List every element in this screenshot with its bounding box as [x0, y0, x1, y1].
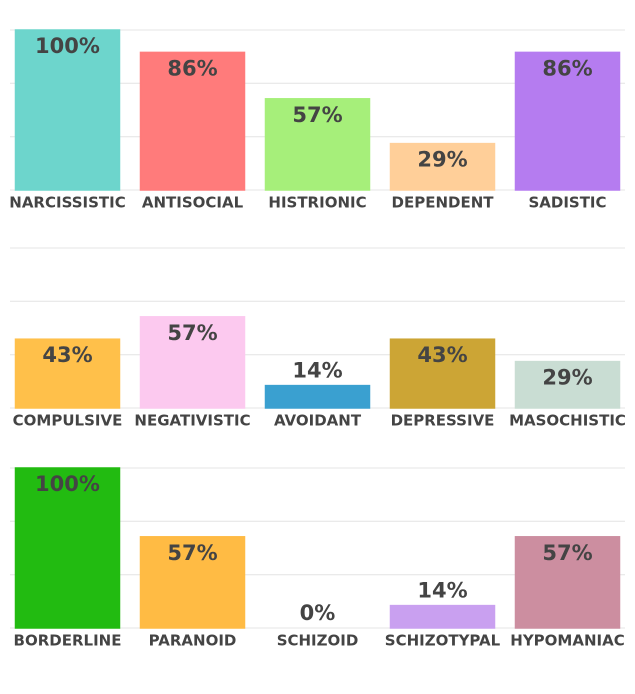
bar [14, 29, 121, 191]
bar [14, 338, 121, 409]
x-tick-label: NARCISSISTIC [9, 194, 125, 212]
x-tick-label: DEPRESSIVE [391, 412, 495, 430]
bar [389, 142, 496, 191]
value-label: 43% [417, 343, 467, 367]
x-tick-label: SCHIZOTYPAL [385, 632, 501, 650]
value-label: 14% [417, 579, 467, 603]
bar [139, 51, 246, 191]
x-tick-label: MASOCHISTIC [509, 412, 626, 430]
x-tick-label: SADISTIC [528, 194, 606, 212]
bar [514, 360, 621, 409]
x-tick-label: HISTRIONIC [268, 194, 366, 212]
value-label: 57% [167, 541, 217, 565]
value-label: 86% [167, 56, 217, 80]
x-tick-label: ANTISOCIAL [142, 194, 244, 212]
x-tick-label: DEPENDENT [392, 194, 495, 212]
value-label: 14% [292, 359, 342, 383]
bar [389, 604, 496, 629]
value-label: 57% [542, 541, 592, 565]
bar [139, 316, 246, 409]
value-label: 0% [300, 601, 336, 625]
x-tick-label: NEGATIVISTIC [134, 412, 250, 430]
x-tick-label: BORDERLINE [14, 632, 122, 650]
value-label: 29% [542, 366, 592, 390]
bar [264, 384, 371, 409]
x-tick-label: AVOIDANT [274, 412, 362, 430]
bar [514, 51, 621, 191]
value-label: 57% [167, 321, 217, 345]
x-tick-label: HYPOMANIAC [510, 632, 624, 650]
value-label: 29% [417, 148, 467, 172]
bar [14, 467, 121, 629]
bar [139, 536, 246, 629]
value-label: 100% [35, 472, 100, 496]
bar [264, 98, 371, 191]
x-tick-label: SCHIZOID [277, 632, 359, 650]
bar [514, 536, 621, 629]
bar [389, 338, 496, 409]
value-label: 100% [35, 34, 100, 58]
value-label: 43% [42, 343, 92, 367]
x-tick-label: COMPULSIVE [13, 412, 123, 430]
x-tick-label: PARANOID [149, 632, 237, 650]
value-label: 86% [542, 56, 592, 80]
value-label: 57% [292, 103, 342, 127]
